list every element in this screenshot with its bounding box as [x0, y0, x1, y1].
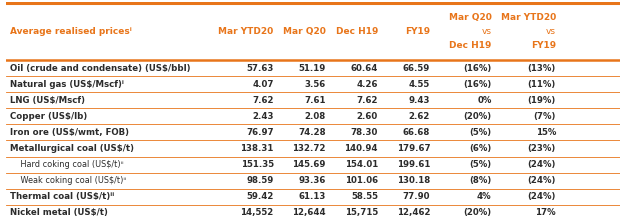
Text: (20%): (20%): [463, 208, 491, 217]
Text: 138.31: 138.31: [240, 144, 274, 153]
Text: 77.90: 77.90: [403, 192, 430, 201]
Text: 130.18: 130.18: [397, 176, 430, 185]
Text: 58.55: 58.55: [351, 192, 378, 201]
Text: Weak coking coal (US$/t)ⁱⁱ: Weak coking coal (US$/t)ⁱⁱ: [10, 176, 126, 185]
Text: 4%: 4%: [477, 192, 491, 201]
Text: 140.94: 140.94: [344, 144, 378, 153]
Text: 101.06: 101.06: [345, 176, 378, 185]
Text: 7.62: 7.62: [252, 96, 274, 105]
Text: Mar YTD20: Mar YTD20: [218, 27, 274, 36]
Text: Copper (US$/lb): Copper (US$/lb): [10, 112, 87, 121]
Text: 4.07: 4.07: [252, 80, 274, 89]
Text: FY19: FY19: [531, 41, 556, 50]
Text: (5%): (5%): [470, 128, 491, 137]
Text: Mar Q20: Mar Q20: [283, 27, 326, 36]
Text: 78.30: 78.30: [351, 128, 378, 137]
Text: 60.64: 60.64: [351, 64, 378, 73]
Text: Nickel metal (US$/t): Nickel metal (US$/t): [10, 208, 108, 217]
Text: 154.01: 154.01: [345, 160, 378, 169]
Text: 93.36: 93.36: [299, 176, 326, 185]
Text: Dec H19: Dec H19: [449, 41, 491, 50]
Text: vs: vs: [546, 27, 556, 36]
Text: (11%): (11%): [528, 80, 556, 89]
Text: (16%): (16%): [463, 64, 491, 73]
Text: (20%): (20%): [463, 112, 491, 121]
Text: 132.72: 132.72: [292, 144, 326, 153]
Text: 7.61: 7.61: [304, 96, 326, 105]
Text: 61.13: 61.13: [299, 192, 326, 201]
Text: vs: vs: [481, 27, 491, 36]
Text: Mar Q20: Mar Q20: [449, 13, 491, 22]
Text: 2.43: 2.43: [252, 112, 274, 121]
Text: 66.59: 66.59: [403, 64, 430, 73]
Text: 14,552: 14,552: [240, 208, 274, 217]
Text: 2.08: 2.08: [305, 112, 326, 121]
Text: (16%): (16%): [463, 80, 491, 89]
Text: 66.68: 66.68: [403, 128, 430, 137]
Text: (8%): (8%): [470, 176, 491, 185]
Text: 2.60: 2.60: [357, 112, 378, 121]
Text: (24%): (24%): [528, 192, 556, 201]
Text: 76.97: 76.97: [246, 128, 274, 137]
Text: 9.43: 9.43: [409, 96, 430, 105]
Text: (24%): (24%): [528, 176, 556, 185]
Text: 98.59: 98.59: [247, 176, 274, 185]
Text: 12,462: 12,462: [397, 208, 430, 217]
Text: 2.62: 2.62: [409, 112, 430, 121]
Text: Hard coking coal (US$/t)ⁱⁱ: Hard coking coal (US$/t)ⁱⁱ: [10, 160, 123, 169]
Text: (5%): (5%): [470, 160, 491, 169]
Text: 179.67: 179.67: [396, 144, 430, 153]
Text: 15%: 15%: [536, 128, 556, 137]
Text: Mar YTD20: Mar YTD20: [501, 13, 556, 22]
Text: 17%: 17%: [535, 208, 556, 217]
Text: (24%): (24%): [528, 160, 556, 169]
Text: 0%: 0%: [477, 96, 491, 105]
Text: Natural gas (US$/Mscf)ⁱ: Natural gas (US$/Mscf)ⁱ: [10, 80, 124, 89]
Text: Iron ore (US$/wmt, FOB): Iron ore (US$/wmt, FOB): [10, 128, 129, 137]
Text: Oil (crude and condensate) (US$/bbl): Oil (crude and condensate) (US$/bbl): [10, 64, 190, 73]
Text: 51.19: 51.19: [299, 64, 326, 73]
Text: 15,715: 15,715: [345, 208, 378, 217]
Text: (6%): (6%): [470, 144, 491, 153]
Text: 57.63: 57.63: [247, 64, 274, 73]
Text: (7%): (7%): [533, 112, 556, 121]
Text: (19%): (19%): [528, 96, 556, 105]
Text: 12,644: 12,644: [292, 208, 326, 217]
Text: FY19: FY19: [405, 27, 430, 36]
Text: 151.35: 151.35: [240, 160, 274, 169]
Text: 145.69: 145.69: [292, 160, 326, 169]
Text: Average realised pricesⁱ: Average realised pricesⁱ: [10, 27, 131, 36]
Text: 59.42: 59.42: [247, 192, 274, 201]
Text: Dec H19: Dec H19: [336, 27, 378, 36]
Text: 199.61: 199.61: [397, 160, 430, 169]
Text: LNG (US$/Mscf): LNG (US$/Mscf): [10, 96, 85, 105]
Text: Thermal coal (US$/t)ⁱⁱ: Thermal coal (US$/t)ⁱⁱ: [10, 192, 114, 201]
Text: 3.56: 3.56: [305, 80, 326, 89]
Text: 4.26: 4.26: [357, 80, 378, 89]
Text: (23%): (23%): [528, 144, 556, 153]
Text: 7.62: 7.62: [357, 96, 378, 105]
Text: (13%): (13%): [528, 64, 556, 73]
Text: Metallurgical coal (US$/t): Metallurgical coal (US$/t): [10, 144, 134, 153]
Text: 74.28: 74.28: [298, 128, 326, 137]
Text: 4.55: 4.55: [409, 80, 430, 89]
